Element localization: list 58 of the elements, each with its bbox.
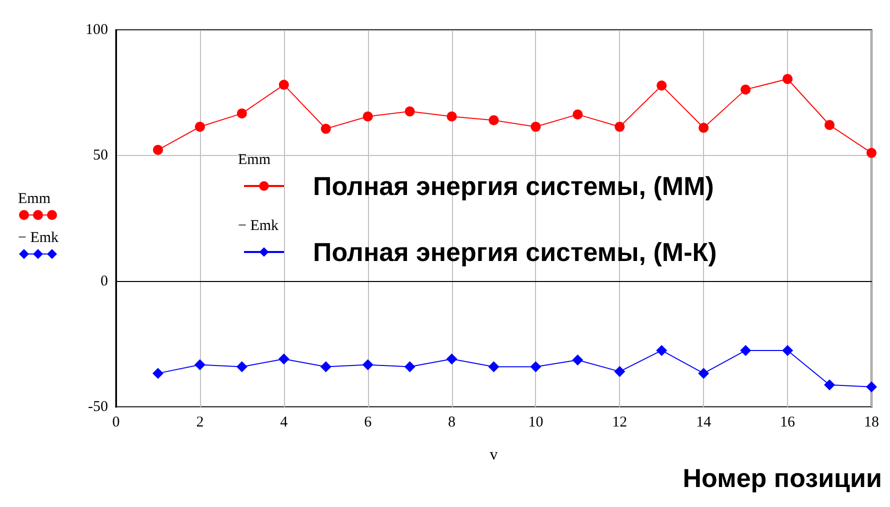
point [236,361,248,372]
point [698,368,710,379]
legend-label: Полная энергия системы, (ММ) [313,171,714,201]
x-tick-label: 16 [780,414,796,430]
point [656,80,667,91]
point [152,144,163,155]
y-tick-label: -50 [88,399,108,415]
annotation: Emm [238,152,270,169]
legend-label: Полная энергия системы, (М-К) [313,237,717,267]
point [236,108,247,118]
annotation: − Emk [238,218,279,235]
point [446,353,458,364]
y-tick-label: 100 [86,22,108,38]
x-tick-label: 0 [112,414,120,430]
y-tick-label: 0 [100,273,108,290]
point [572,109,583,120]
text: − Emk [18,230,59,247]
point [194,122,205,132]
point [740,84,751,95]
x-tick-label: 12 [612,414,628,430]
text: Emm [18,191,52,208]
point [698,122,709,133]
x-tick-label: 14 [696,414,712,430]
x-tick-label: 18 [864,414,879,430]
point [278,353,290,364]
y-tick-label: 50 [93,148,108,164]
point [404,106,415,116]
x-tick-label: 2 [196,414,204,430]
x-tick-label: 10 [528,414,544,430]
text: Номер позиции [682,463,882,494]
point [866,381,877,392]
point [824,379,836,390]
point [614,366,626,378]
x-tick-label: 8 [448,414,456,430]
point [320,361,332,372]
point [614,122,625,132]
point [278,80,289,90]
point [362,359,374,370]
point [530,361,542,372]
x-tick-label: 6 [364,414,372,430]
point [320,124,331,134]
point [404,361,416,372]
point [446,111,457,122]
point [362,111,373,122]
point [488,115,499,126]
x-axis-title: v [490,446,498,464]
point [572,354,584,366]
point [488,361,500,372]
x-tick-label: 4 [280,414,288,430]
point [782,74,793,84]
point [194,359,206,370]
point [824,120,835,130]
point [740,344,752,356]
point [152,368,164,379]
point [866,148,876,158]
point [656,344,668,356]
point [782,344,794,356]
point [530,122,541,132]
